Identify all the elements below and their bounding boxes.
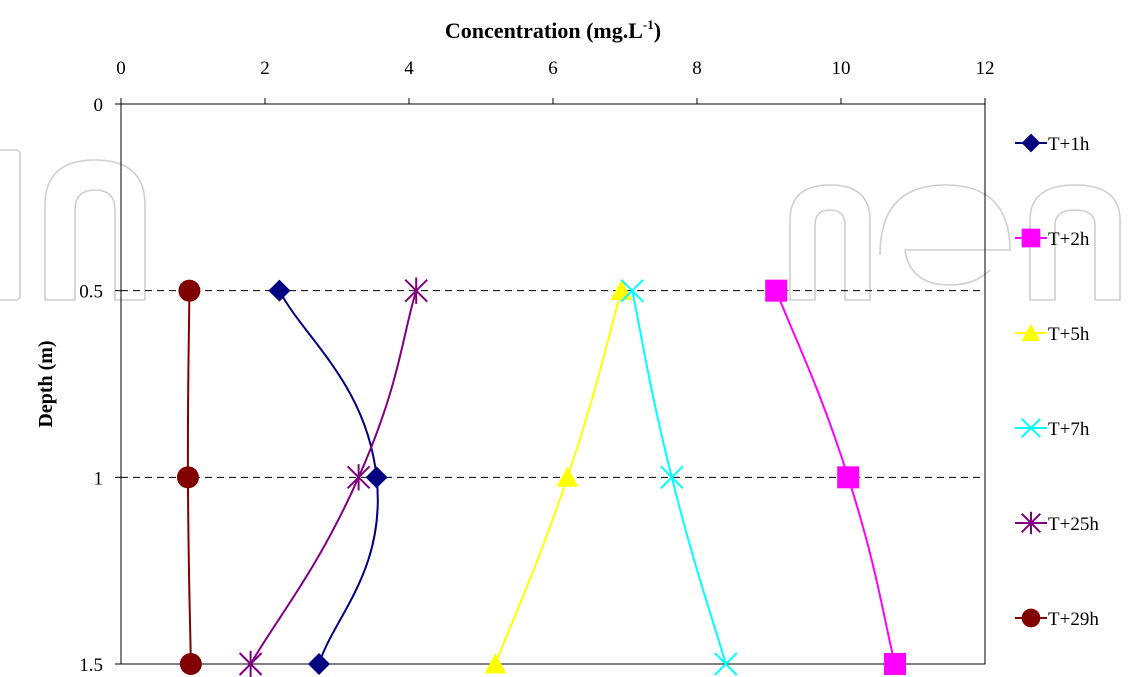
data-point-t-5h	[484, 653, 507, 674]
y-axis-title: Depth (m)	[35, 340, 57, 427]
x-tick-label: 10	[832, 58, 851, 79]
legend-marker	[1021, 608, 1041, 628]
series-t-25h	[238, 277, 428, 677]
data-point-t-29h	[176, 466, 199, 489]
legend: T+1h T+2h T+5h T+7h T+25h T+29h	[1015, 133, 1099, 630]
series-t-7h	[620, 278, 738, 676]
data-point-t-1h	[308, 653, 330, 675]
series-t-2h	[765, 279, 906, 675]
y-tick-label: 0.5	[79, 282, 103, 303]
legend-marker	[1021, 228, 1041, 248]
data-point-t-1h	[268, 279, 291, 302]
x-tick-label: 2	[260, 58, 270, 79]
y-tick-label: 0	[94, 95, 104, 116]
series-layer	[176, 277, 906, 677]
legend-label: T+25h	[1048, 514, 1099, 535]
legend-entry-t-2h: T+2h	[1015, 228, 1090, 250]
legend-entry-t-1h: T+1h	[1015, 133, 1090, 155]
legend-entry-t-29h: T+29h	[1015, 608, 1099, 630]
data-point-t-5h	[610, 279, 633, 301]
legend-entry-t-7h: T+7h	[1015, 417, 1090, 440]
x-tick-label: 12	[976, 58, 995, 79]
gridlines	[121, 290, 985, 478]
legend-entry-t-5h: T+5h	[1015, 323, 1090, 345]
data-point-t-2h	[765, 279, 788, 302]
y-tick-label: 1.5	[79, 655, 103, 676]
legend-label: T+5h	[1048, 324, 1090, 345]
data-point-t-2h	[884, 653, 906, 675]
data-point-t-25h	[404, 277, 428, 304]
y-tick-label: 1	[94, 468, 104, 489]
data-point-t-29h	[178, 279, 201, 302]
legend-label: T+29h	[1048, 609, 1099, 630]
data-point-t-25h	[238, 650, 263, 677]
legend-entry-t-25h: T+25h	[1015, 511, 1099, 535]
data-point-t-7h	[660, 465, 684, 490]
y-axis-ticks: 0 0.5 1 1.5	[79, 95, 121, 676]
legend-marker	[1020, 417, 1042, 439]
plot-area-frame	[120, 103, 986, 665]
series-t-5h	[484, 279, 633, 674]
legend-label: T+7h	[1048, 419, 1090, 440]
data-point-t-1h	[365, 466, 388, 489]
data-point-t-29h	[179, 653, 202, 675]
legend-label: T+2h	[1048, 229, 1090, 250]
x-axis-title: Concentration (mg.L-1)	[445, 17, 661, 43]
data-point-t-7h	[620, 278, 644, 303]
series-t-1h	[268, 279, 388, 675]
x-tick-label: 8	[692, 58, 702, 79]
x-tick-label: 0	[116, 58, 126, 79]
x-tick-label: 4	[404, 58, 414, 79]
data-point-t-5h	[556, 466, 579, 487]
data-point-t-25h	[346, 464, 371, 491]
data-point-t-7h	[714, 652, 738, 676]
data-point-t-2h	[837, 466, 860, 489]
legend-marker	[1020, 511, 1042, 535]
x-tick-label: 6	[548, 58, 558, 79]
legend-marker	[1021, 133, 1041, 153]
x-axis-ticks: 0 2 4 6 8 10 12	[116, 58, 995, 104]
watermark-outline	[0, 149, 1121, 301]
legend-label: T+1h	[1048, 134, 1090, 155]
series-t-29h	[176, 279, 202, 675]
legend-marker	[1021, 323, 1041, 341]
